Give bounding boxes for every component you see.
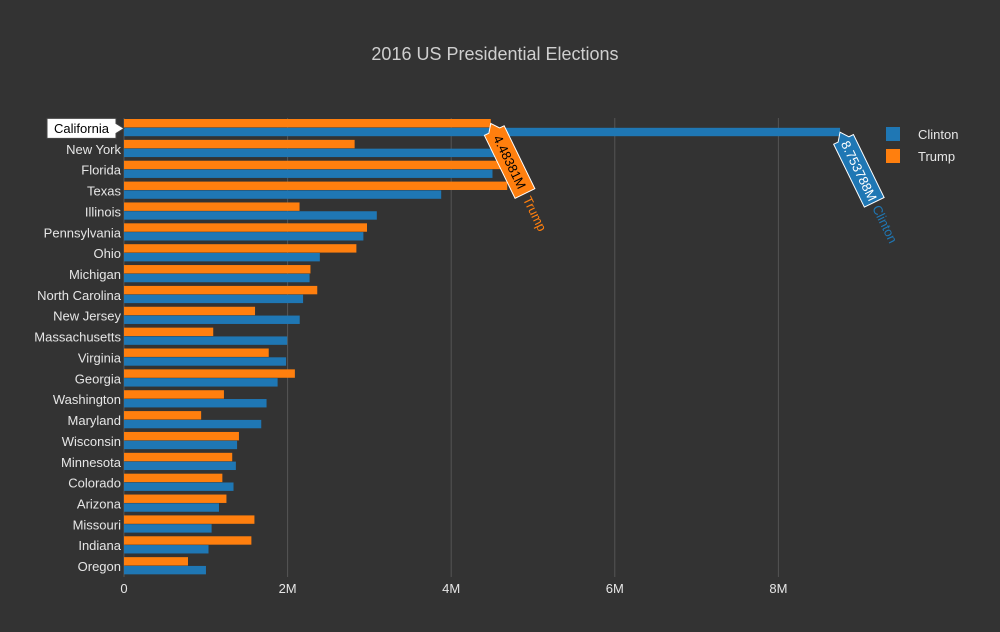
category-label: North Carolina bbox=[37, 288, 122, 303]
bar-trump[interactable] bbox=[124, 536, 252, 545]
x-tick-label: 0 bbox=[120, 581, 127, 596]
bar-clinton[interactable] bbox=[124, 440, 238, 450]
bar-clinton[interactable] bbox=[124, 127, 841, 137]
category-label: Virginia bbox=[78, 350, 122, 365]
category-label: Colorado bbox=[68, 476, 121, 491]
legend: Clinton Trump bbox=[886, 127, 958, 164]
legend-label-clinton[interactable]: Clinton bbox=[918, 127, 958, 142]
bar-clinton[interactable] bbox=[124, 252, 320, 262]
bar-clinton[interactable] bbox=[124, 211, 377, 220]
category-label: Georgia bbox=[75, 371, 122, 386]
legend-swatch-trump[interactable] bbox=[886, 149, 900, 163]
bar-trump[interactable] bbox=[124, 515, 255, 524]
bar-trump[interactable] bbox=[124, 119, 491, 128]
category-label: Maryland bbox=[68, 413, 121, 428]
hover-category-text: California bbox=[54, 121, 110, 136]
category-label: Illinois bbox=[85, 204, 122, 219]
bar-trump[interactable] bbox=[124, 369, 295, 378]
bar-trump[interactable] bbox=[124, 265, 311, 274]
category-label: Indiana bbox=[78, 538, 121, 553]
category-label: Missouri bbox=[73, 517, 122, 532]
bar-trump[interactable] bbox=[124, 306, 256, 316]
bar-trump[interactable] bbox=[124, 181, 508, 190]
bar-trump[interactable] bbox=[124, 223, 367, 232]
bar-trump[interactable] bbox=[124, 160, 502, 170]
bar-clinton[interactable] bbox=[124, 273, 310, 283]
bar-trump[interactable] bbox=[124, 202, 300, 211]
category-label: Arizona bbox=[77, 496, 122, 511]
x-tick-label: 8M bbox=[769, 581, 787, 596]
tooltip-box bbox=[483, 122, 536, 199]
category-label: Ohio bbox=[94, 246, 121, 261]
category-label: Pennsylvania bbox=[44, 225, 122, 240]
hover-label-box bbox=[46, 117, 125, 139]
bar-clinton[interactable] bbox=[124, 378, 278, 387]
bar-trump[interactable] bbox=[124, 285, 318, 295]
bar-clinton[interactable] bbox=[124, 148, 497, 158]
x-tick-label: 2M bbox=[279, 581, 297, 596]
bar-trump[interactable] bbox=[124, 494, 227, 503]
legend-swatch-clinton[interactable] bbox=[886, 127, 900, 141]
x-tick-labels: 0 2M 4M 6M 8M bbox=[120, 581, 787, 596]
category-label: Wisconsin bbox=[62, 434, 121, 449]
bar-clinton[interactable] bbox=[124, 503, 219, 512]
bar-clinton[interactable] bbox=[124, 399, 267, 408]
category-label: Washington bbox=[53, 392, 121, 407]
bar-clinton[interactable] bbox=[124, 294, 304, 304]
bar-trump[interactable] bbox=[124, 411, 202, 420]
bar-trump[interactable] bbox=[124, 390, 224, 399]
category-labels: New York Florida Texas Illinois Pennsylvania… bbox=[34, 117, 125, 574]
hover-category-label: California bbox=[46, 117, 125, 139]
bar-clinton[interactable] bbox=[124, 357, 287, 366]
category-label: Florida bbox=[81, 163, 122, 178]
bar-clinton[interactable] bbox=[124, 315, 300, 324]
category-label: New Jersey bbox=[53, 309, 121, 324]
legend-label-trump[interactable]: Trump bbox=[918, 149, 955, 164]
bar-clinton[interactable] bbox=[124, 169, 493, 178]
bar-trump[interactable] bbox=[124, 452, 233, 462]
bar-clinton[interactable] bbox=[124, 190, 442, 199]
bar-clinton[interactable] bbox=[124, 524, 212, 533]
bars bbox=[124, 119, 841, 575]
bar-trump[interactable] bbox=[124, 139, 355, 149]
bar-clinton[interactable] bbox=[124, 336, 288, 345]
category-label: Michigan bbox=[69, 267, 121, 282]
tooltip-box bbox=[832, 131, 885, 208]
bar-trump[interactable] bbox=[124, 473, 223, 483]
category-label: Minnesota bbox=[61, 455, 122, 470]
category-label: Texas bbox=[87, 184, 121, 199]
bar-clinton[interactable] bbox=[124, 419, 262, 429]
bar-trump[interactable] bbox=[124, 327, 214, 337]
bar-trump[interactable] bbox=[124, 431, 239, 441]
bar-clinton[interactable] bbox=[124, 461, 236, 471]
category-label: Oregon bbox=[78, 559, 121, 574]
category-label: New York bbox=[66, 142, 121, 157]
bar-trump[interactable] bbox=[124, 244, 357, 253]
bar-clinton[interactable] bbox=[124, 232, 364, 241]
bar-trump[interactable] bbox=[124, 348, 269, 357]
bar-clinton[interactable] bbox=[124, 565, 206, 575]
bar-clinton[interactable] bbox=[124, 482, 234, 491]
x-tick-label: 4M bbox=[442, 581, 460, 596]
x-tick-label: 6M bbox=[606, 581, 624, 596]
chart-title: 2016 US Presidential Elections bbox=[371, 44, 618, 64]
category-label: Massachusetts bbox=[34, 330, 121, 345]
bar-trump[interactable] bbox=[124, 557, 188, 566]
bar-clinton[interactable] bbox=[124, 545, 209, 554]
